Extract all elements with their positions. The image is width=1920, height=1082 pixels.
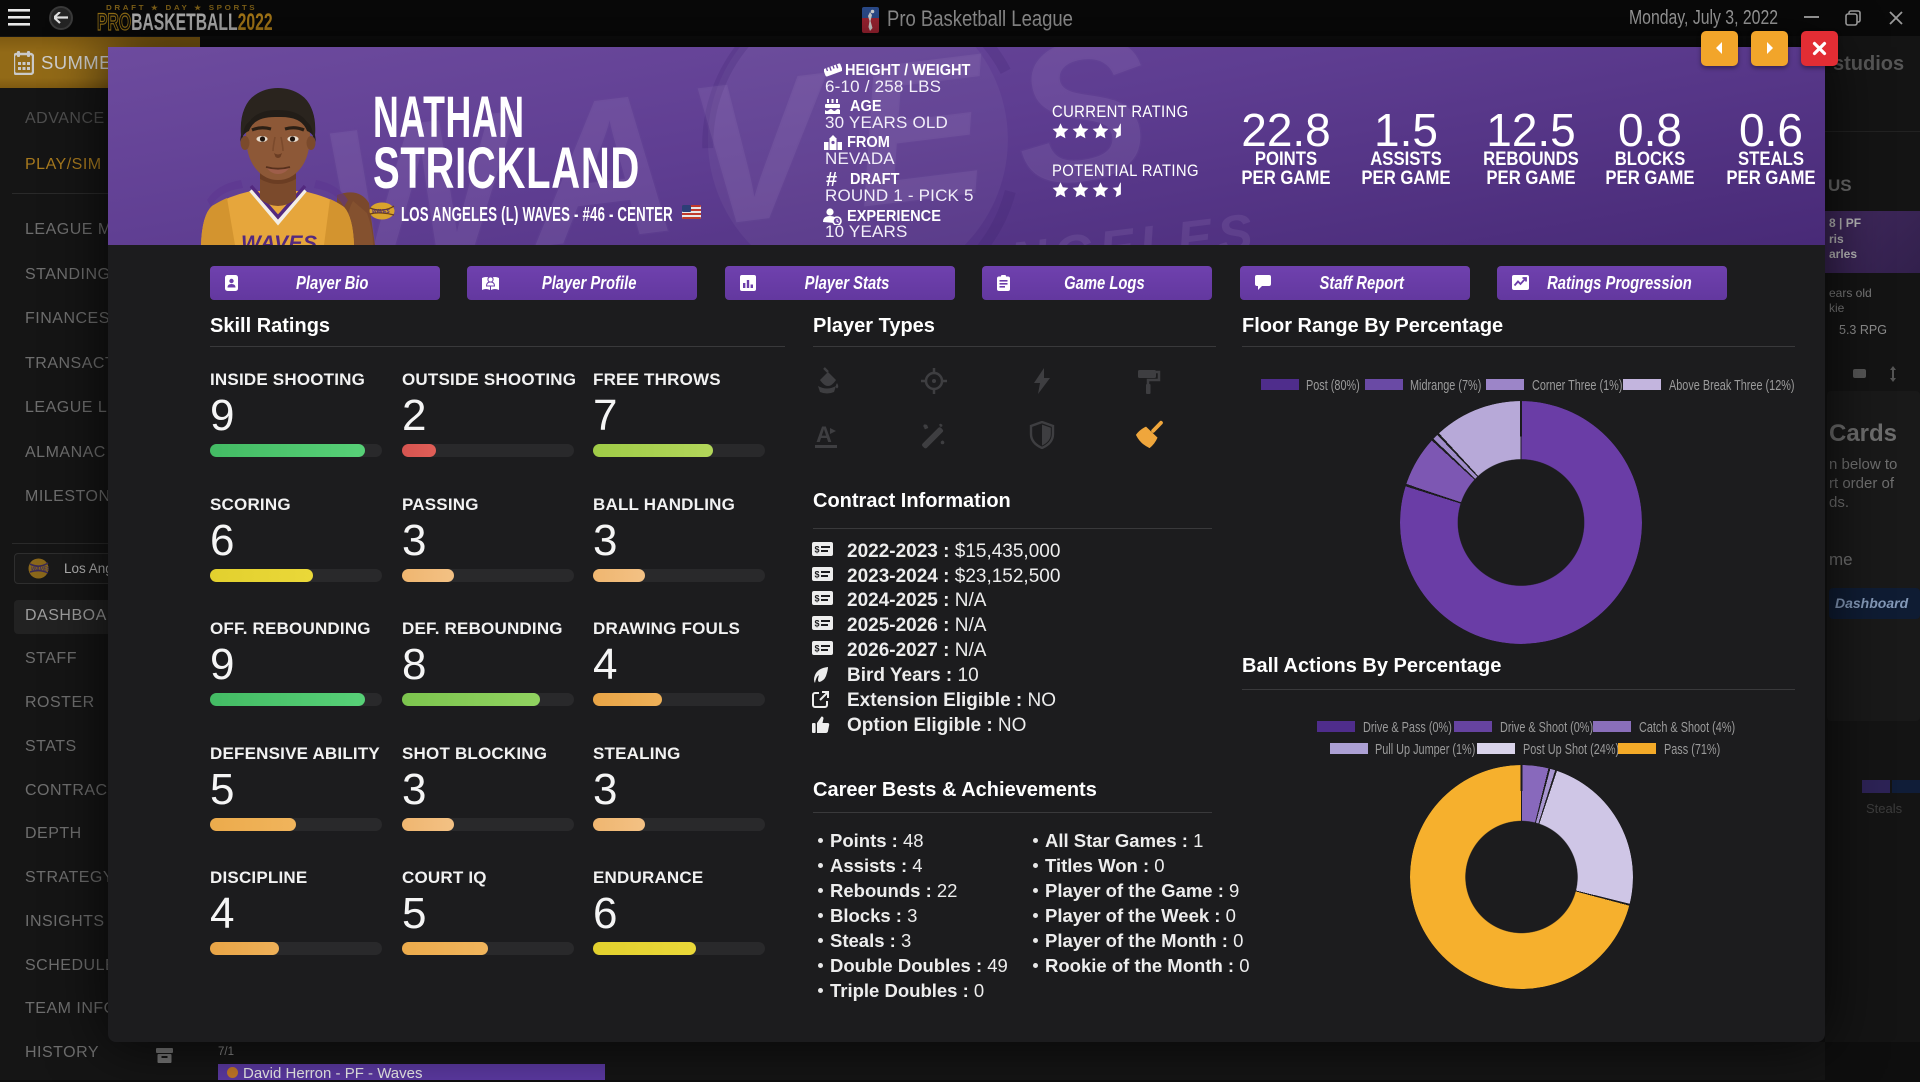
- svg-text:WAVES: WAVES: [310, 47, 1161, 245]
- svg-text:$: $: [815, 545, 820, 555]
- svg-text:WAVES: WAVES: [372, 209, 390, 215]
- svg-text:$: $: [815, 644, 820, 654]
- svg-text:$: $: [815, 569, 820, 579]
- svg-text:WAVES: WAVES: [241, 232, 317, 245]
- svg-text:$: $: [815, 619, 820, 629]
- svg-text:WAVES: WAVES: [31, 567, 49, 573]
- svg-text:$: $: [815, 594, 820, 604]
- svg-text:A: A: [816, 422, 832, 447]
